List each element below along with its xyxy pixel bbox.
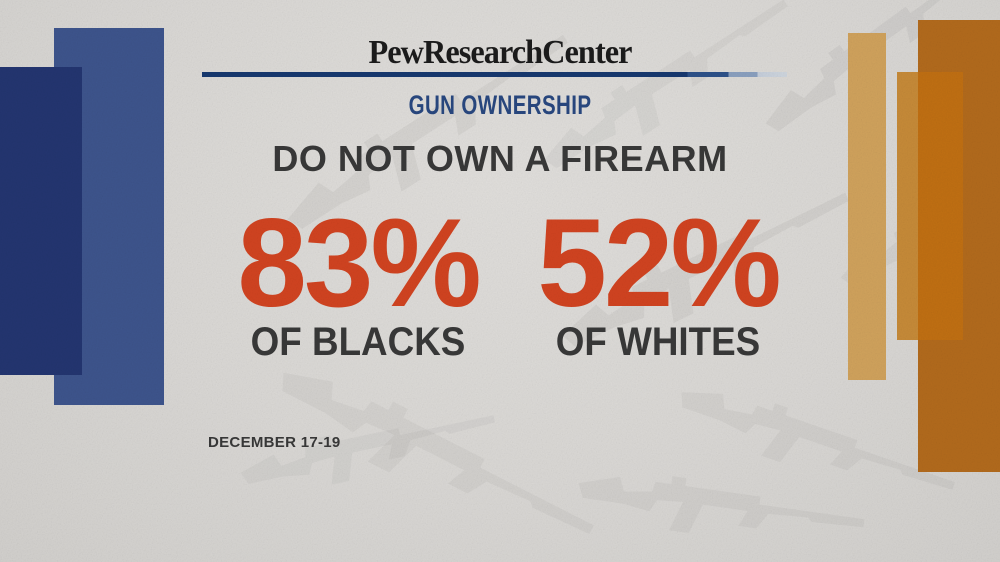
stat-value-blacks: 83%	[237, 194, 481, 333]
stat-whites: 52% OF WHITES	[533, 201, 783, 362]
section-title: GUN OWNERSHIP	[408, 90, 592, 120]
header-divider-line	[202, 72, 787, 77]
date-range-note: DECEMBER 17-19	[208, 434, 341, 451]
stat-blacks: 83% OF BLACKS	[233, 201, 483, 362]
pew-research-center-logo: PewResearchCenter	[368, 34, 632, 71]
stat-label-whites: OF WHITES	[555, 320, 761, 364]
page-title: DO NOT OWN A FIREARM	[272, 138, 728, 179]
stat-value-whites: 52%	[537, 194, 781, 333]
stat-label-blacks: OF BLACKS	[250, 320, 466, 364]
